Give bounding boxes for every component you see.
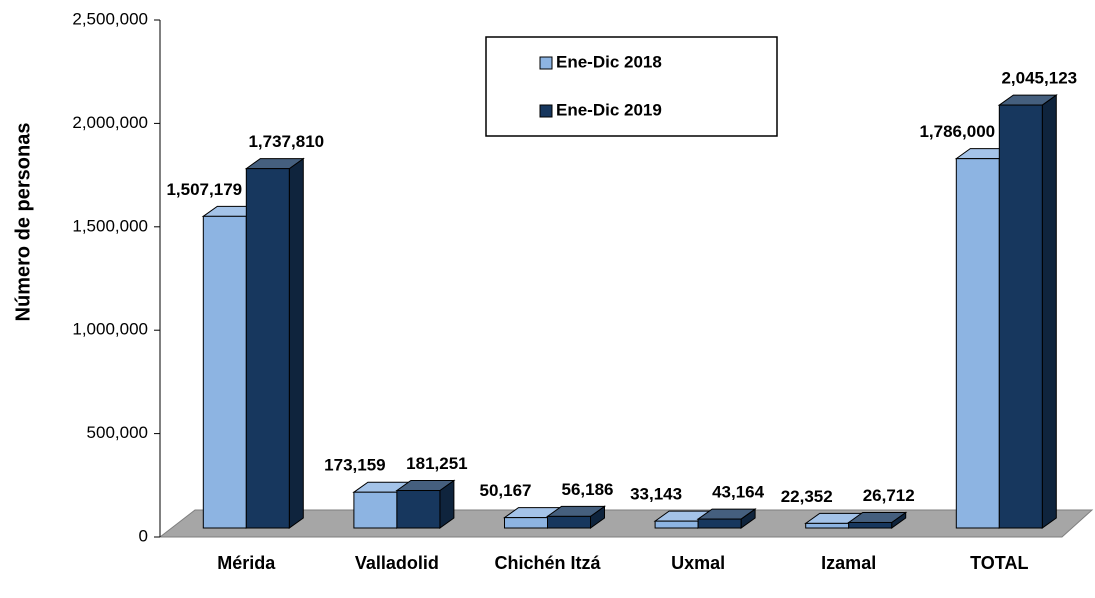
data-label: 22,352: [781, 487, 833, 506]
x-tick-label: Valladolid: [354, 553, 439, 573]
legend-label: Ene-Dic 2018: [556, 52, 662, 71]
x-tick-label: Mérida: [217, 553, 276, 573]
data-label: 26,712: [863, 486, 915, 505]
data-label: 33,143: [630, 485, 682, 504]
bar: [504, 517, 548, 529]
data-label: 2,045,123: [1001, 69, 1077, 88]
bar: [353, 491, 398, 529]
legend-swatch: [539, 56, 553, 70]
bar-side: [1041, 94, 1057, 529]
y-tick-label: 2,000,000: [72, 113, 148, 132]
data-label: 50,167: [480, 481, 532, 500]
y-tick-label: 0: [139, 526, 148, 545]
y-tick-label: 500,000: [87, 423, 148, 442]
x-tick-label: Izamal: [821, 553, 877, 573]
y-tick-label: 2,500,000: [72, 9, 148, 28]
bar: [805, 522, 850, 529]
y-axis-title: Número de personas: [12, 123, 34, 322]
x-tick-label: Chichén Itzá: [494, 553, 601, 573]
bar: [955, 158, 1000, 529]
bar: [848, 521, 893, 529]
bar: [697, 518, 742, 529]
y-tick-label: 1,500,000: [72, 216, 148, 235]
bar: [202, 215, 247, 529]
y-tick-label: 1,000,000: [72, 320, 148, 339]
data-label: 1,786,000: [919, 122, 995, 141]
data-label: 181,251: [406, 454, 467, 473]
legend-swatch: [539, 104, 553, 118]
data-label: 43,164: [712, 483, 765, 502]
data-label: 1,737,810: [248, 132, 324, 151]
legend: [485, 36, 778, 137]
bar: [547, 515, 591, 529]
legend-label: Ene-Dic 2019: [556, 100, 662, 119]
bar-side: [288, 157, 304, 529]
data-label: 1,507,179: [166, 180, 242, 199]
bar: [998, 104, 1043, 529]
data-label: 56,186: [562, 480, 614, 499]
bar: [245, 168, 290, 529]
x-tick-label: Uxmal: [671, 553, 726, 573]
bar: [396, 490, 441, 529]
data-label: 173,159: [324, 456, 385, 475]
x-tick-label: TOTAL: [970, 553, 1029, 573]
bar: [654, 520, 699, 529]
